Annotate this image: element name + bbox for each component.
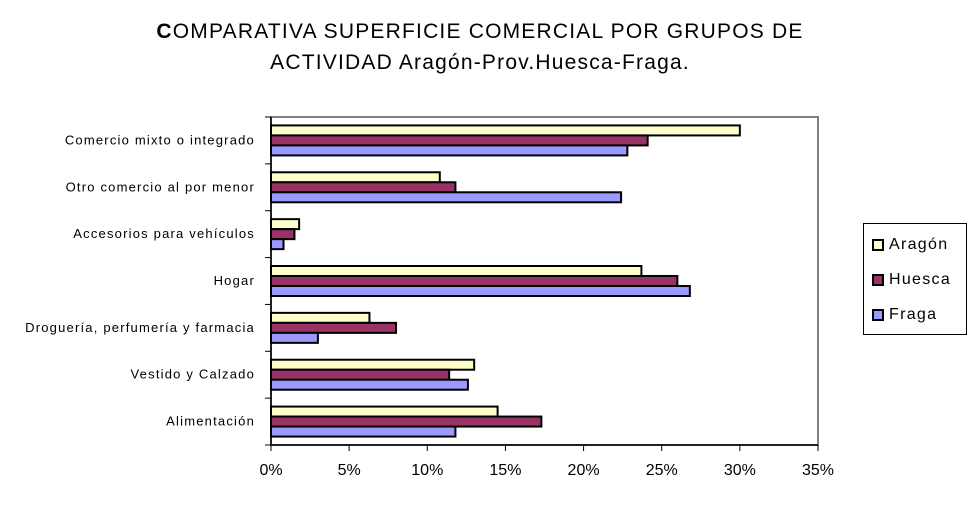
bar-fraga-2 xyxy=(270,238,285,251)
bar-fraga-6 xyxy=(270,425,457,438)
bar-aragn-2 xyxy=(270,218,301,231)
chart-title-line1: COMPARATIVA SUPERFICIE COMERCIAL POR GRU… xyxy=(0,16,960,47)
category-label: Vestido y Calzado xyxy=(131,367,255,382)
legend-item-fraga: Fraga xyxy=(872,304,937,326)
x-tick-label: 20% xyxy=(568,462,600,479)
legend-label-fraga: Fraga xyxy=(889,306,938,323)
chart-title-line1-rest: OMPARATIVA SUPERFICIE COMERCIAL POR GRUP… xyxy=(172,20,804,43)
bar-huesca-4 xyxy=(270,321,398,334)
chart-title-line2: ACTIVIDAD Aragón-Prov.Huesca-Fraga. xyxy=(270,51,690,74)
x-tick-label: 10% xyxy=(411,462,443,479)
bar-aragn-6 xyxy=(270,405,499,418)
bar-huesca-5 xyxy=(270,368,451,381)
bar-fraga-5 xyxy=(270,378,469,391)
bar-fraga-0 xyxy=(270,144,629,157)
x-tick-label: 15% xyxy=(489,462,521,479)
bar-huesca-3 xyxy=(270,275,679,287)
category-label: Accesorios para vehículos xyxy=(73,226,255,241)
x-tick-label: 35% xyxy=(802,462,834,479)
bar-fraga-3 xyxy=(270,285,691,297)
bar-fraga-1 xyxy=(270,191,623,204)
category-label: Alimentación xyxy=(166,414,255,429)
category-label: Comercio mixto o integrado xyxy=(65,132,255,147)
x-tick-label: 5% xyxy=(338,462,361,479)
bar-huesca-0 xyxy=(270,134,649,147)
bar-aragn-0 xyxy=(270,124,741,137)
x-tick-label: 0% xyxy=(259,462,282,479)
legend: Aragón Huesca Fraga xyxy=(863,223,967,335)
category-label: Otro comercio al por menor xyxy=(66,179,255,194)
legend-swatch-aragon xyxy=(872,239,884,251)
legend-swatch-fraga xyxy=(872,309,884,321)
chart-title-initial: C xyxy=(156,20,173,43)
category-label: Hogar xyxy=(214,273,255,288)
bar-aragn-5 xyxy=(270,358,476,371)
bar-huesca-2 xyxy=(270,228,296,241)
chart-title: COMPARATIVA SUPERFICIE COMERCIAL POR GRU… xyxy=(0,16,960,78)
bar-huesca-6 xyxy=(270,415,543,428)
x-tick-label: 25% xyxy=(646,462,678,479)
legend-item-huesca: Huesca xyxy=(872,269,951,291)
chart-marks: Comercio mixto o integrado Otro comercio … xyxy=(25,116,834,479)
bar-fraga-4 xyxy=(270,331,319,344)
legend-item-aragon: Aragón xyxy=(872,234,948,256)
bar-aragn-4 xyxy=(270,311,371,324)
category-label: Droguería, perfumería y farmacia xyxy=(25,320,255,335)
x-tick-label: 30% xyxy=(724,462,756,479)
legend-swatch-huesca xyxy=(872,274,884,286)
bar-huesca-1 xyxy=(270,181,457,194)
bar-aragn-1 xyxy=(270,171,441,184)
legend-label-aragon: Aragón xyxy=(889,236,949,253)
bar-aragn-3 xyxy=(270,265,643,277)
legend-label-huesca: Huesca xyxy=(889,271,952,288)
